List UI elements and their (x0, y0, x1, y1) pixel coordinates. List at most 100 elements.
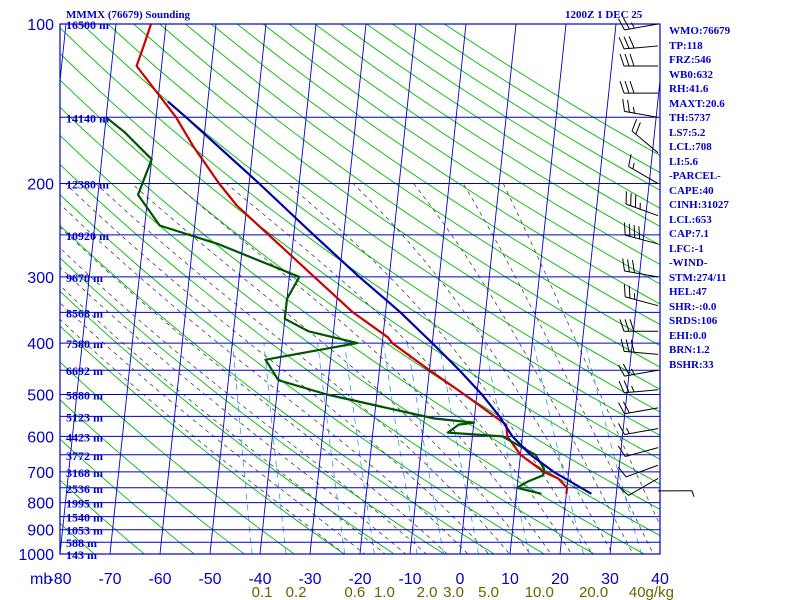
barb-full-flag (623, 36, 630, 49)
barb-staff (625, 447, 659, 457)
isotherm (309, 24, 367, 554)
temp-tick-label: 30 (601, 571, 619, 588)
temp-tick-label: -60 (148, 571, 171, 588)
index-lfc: LFC:-1 (669, 242, 704, 255)
height-label: 6692 m (66, 364, 103, 378)
wind-barb (618, 423, 659, 435)
barb-full-flag (619, 319, 625, 332)
barb-staff (624, 407, 659, 415)
barb-staff (631, 130, 659, 154)
temp-tick-label: -70 (98, 571, 121, 588)
dry-adiabat (236, 24, 660, 305)
dry-adiabat (262, 24, 660, 285)
pressure-label-300: 300 (27, 270, 54, 287)
plot-border (59, 23, 661, 555)
dry-adiabat (159, 24, 660, 368)
isotherm (60, 24, 117, 554)
wind-barb (618, 401, 659, 415)
wind-barb (631, 119, 659, 154)
isotherm (109, 24, 167, 554)
height-label: 588 m (66, 536, 97, 550)
moist-adiabat (60, 302, 366, 554)
mixing-ratio-label: 40g/kg (629, 584, 674, 600)
height-label: 12380 m (66, 178, 109, 192)
barb-full-flag (633, 225, 636, 238)
barb-staff (624, 45, 659, 50)
wind-barb (623, 284, 659, 307)
temp-tick-label: 0 (456, 571, 465, 588)
temp-tick-label: 10 (501, 571, 519, 588)
wind-barb (625, 191, 659, 217)
temp-tick-label: -20 (348, 571, 371, 588)
barb-staff (624, 350, 659, 355)
barb-full-flag (618, 364, 625, 377)
moist-adiabat (60, 226, 448, 554)
sounding-series (105, 24, 592, 495)
moist-adiabat (95, 183, 511, 554)
index-cinh: CINH:31027 (669, 199, 729, 211)
wind-barb (623, 222, 659, 245)
isotherm (409, 24, 467, 554)
barb-full-flag (625, 339, 630, 352)
dry-adiabat (418, 24, 660, 174)
barb-full-flag (619, 80, 625, 94)
mixing-ratio-label: 2.0 (417, 584, 438, 600)
mixing-ratio-line (438, 343, 480, 554)
height-label: 8568 m (66, 306, 103, 320)
dry-adiabat (81, 24, 660, 436)
moist-adiabat (174, 183, 552, 554)
wind-barb (617, 445, 659, 457)
wind-barb (619, 80, 659, 94)
temp-tick-label: -40 (248, 571, 271, 588)
dry-adiabat (60, 193, 546, 554)
wind-barb (620, 338, 659, 355)
barb-half-flag (625, 427, 630, 434)
temp-tick-label: -80 (48, 571, 71, 588)
moist-adiabat (226, 183, 573, 554)
isobars (60, 23, 660, 555)
barb-full-flag (617, 466, 627, 478)
dry-adiabat (185, 24, 660, 347)
barb-full-flag (627, 99, 630, 113)
height-label: 4423 m (66, 430, 103, 444)
pressure-label-800: 800 (27, 496, 54, 513)
barb-full-flag (623, 284, 626, 297)
mixing-ratio-label: 0.6 (344, 584, 365, 600)
index-wb0: WB0:632 (669, 68, 713, 81)
dry-adiabat (133, 24, 660, 390)
barb-full-flag (624, 53, 630, 67)
barb-half-flag (631, 385, 635, 393)
parcel-profile (167, 100, 592, 495)
barb-staff (625, 464, 659, 478)
dry-adiabat (60, 290, 396, 554)
pressure-label-500: 500 (27, 388, 54, 405)
wind-barb (622, 98, 659, 118)
mixing-ratio-line (533, 343, 585, 554)
wind-barb (619, 53, 659, 67)
isotherm (209, 24, 267, 554)
barb-full-flag (629, 53, 635, 67)
barb-staff (625, 296, 659, 307)
mixing-ratio-line (407, 343, 445, 554)
index-brn: BRN:1.2 (669, 344, 710, 356)
dry-adiabat (60, 325, 346, 554)
barb-full-flag (632, 260, 635, 273)
moist-adiabat (131, 183, 531, 554)
mixing-ratio-label: 5.0 (478, 584, 499, 600)
moist-adiabat (65, 183, 490, 554)
barb-full-flag (620, 338, 625, 352)
temp-tick-label: -10 (398, 571, 421, 588)
y-axis-unit: mb (30, 571, 52, 588)
moist-adiabat (60, 285, 386, 554)
moist-adiabat (502, 183, 660, 526)
barb-full-flag (618, 37, 625, 50)
wind-barb (618, 380, 659, 394)
pressure-label-400: 400 (27, 336, 54, 353)
index-tp: TP:118 (669, 39, 703, 52)
moist-adiabat (60, 318, 345, 554)
height-label: 3168 m (66, 466, 103, 480)
barb-full-flag (638, 226, 641, 240)
index-bshr: BSHR:33 (669, 358, 714, 371)
moist-adiabat (60, 247, 427, 554)
